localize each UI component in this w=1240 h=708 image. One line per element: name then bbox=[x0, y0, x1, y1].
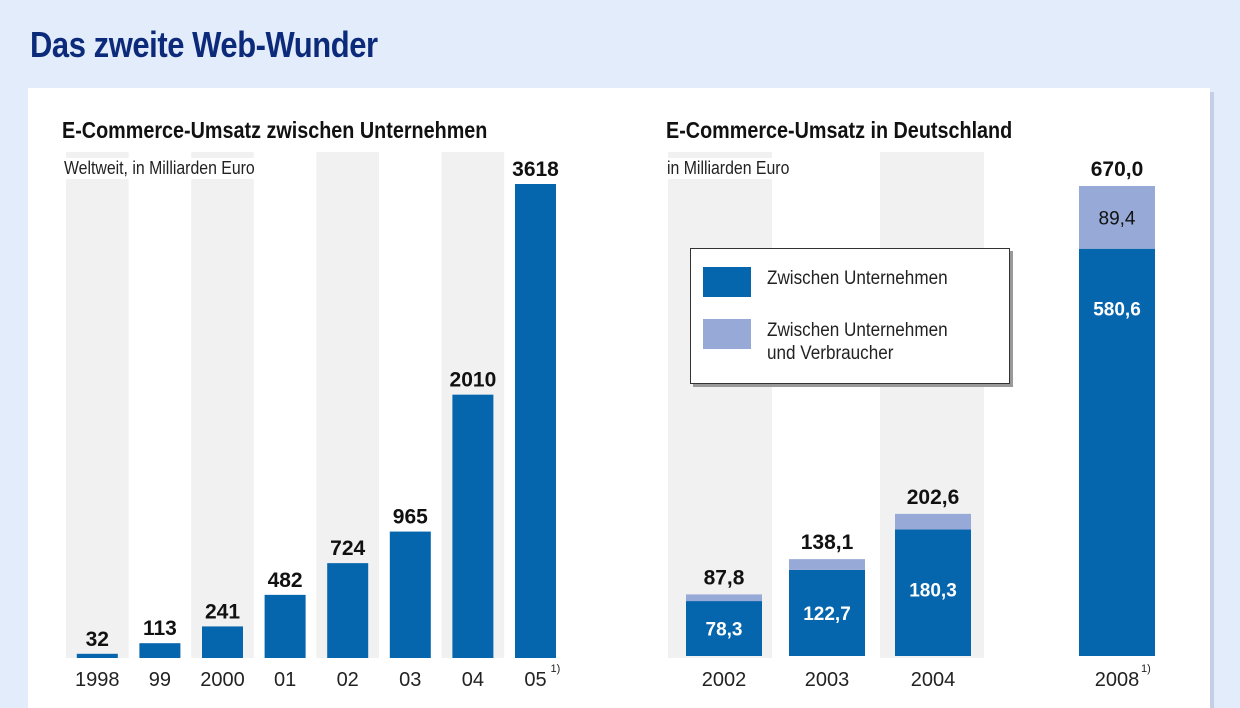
chart1-value-label: 724 bbox=[330, 537, 365, 560]
chart1-x-tick: 01 bbox=[274, 669, 296, 691]
chart2-total-label: 202,6 bbox=[907, 486, 960, 509]
chart2-b2b-value-label: 180,3 bbox=[909, 581, 957, 602]
chart1-bar-04 bbox=[452, 394, 494, 658]
chart2-stripe bbox=[668, 152, 772, 658]
chart1-x-tick: 04 bbox=[462, 669, 484, 691]
chart1-x-tick: 1998 bbox=[75, 669, 120, 691]
chart1-value-label: 2010 bbox=[450, 369, 497, 392]
chart1-bar-02 bbox=[327, 563, 369, 658]
legend-item-b2b: Zwischen Unternehmen bbox=[703, 267, 968, 297]
chart1-x-tick: 02 bbox=[337, 669, 359, 691]
chart1-bar-03 bbox=[389, 531, 431, 658]
chart2-bar-b2b-2008 bbox=[1079, 248, 1155, 656]
chart2-total-label: 87,8 bbox=[704, 566, 745, 589]
legend-swatch-b2c bbox=[703, 319, 751, 349]
chart2-b2b-value-label: 122,7 bbox=[803, 604, 851, 625]
page-title: Das zweite Web-Wunder bbox=[30, 24, 378, 65]
chart1-value-label: 482 bbox=[268, 569, 303, 592]
chart1-bar-1998 bbox=[76, 653, 118, 658]
chart2-total-label: 138,1 bbox=[801, 531, 854, 554]
chart1-bar-2000 bbox=[202, 626, 243, 658]
chart2-bar-b2b-2002 bbox=[686, 601, 762, 656]
chart1-bar-01 bbox=[264, 594, 306, 658]
chart2-b2b-value-label: 580,6 bbox=[1093, 300, 1141, 321]
chart2-legend: Zwischen Unternehmen Zwischen Unternehme… bbox=[690, 248, 1010, 384]
chart2-bar-b2b-2003 bbox=[789, 569, 865, 656]
chart1-bar-99 bbox=[139, 643, 181, 658]
chart1-footnote-mark: 1) bbox=[551, 663, 561, 675]
legend-swatch-b2b bbox=[703, 267, 751, 297]
chart1-value-label: 965 bbox=[393, 506, 428, 529]
chart2-b2c-value-label: 89,4 bbox=[1099, 208, 1136, 229]
chart1-value-label: 113 bbox=[143, 617, 177, 640]
chart1-x-tick: 99 bbox=[149, 669, 171, 691]
chart1-x-tick: 2000 bbox=[200, 669, 245, 691]
chart1-value-label: 32 bbox=[86, 628, 109, 651]
chart2-bar-b2c-2003 bbox=[789, 559, 865, 570]
legend-label-b2c: Zwischen Unternehmen und Verbraucher bbox=[767, 320, 948, 364]
chart2-bar-b2c-2008 bbox=[1079, 186, 1155, 249]
chart1-stripe bbox=[66, 152, 129, 658]
chart1-bar-05 bbox=[515, 184, 556, 658]
chart1-subtitle: Weltweit, in Milliarden Euro bbox=[64, 158, 259, 179]
chart2-b2b-value-label: 78,3 bbox=[706, 620, 743, 641]
chart2-footnote-mark: 1) bbox=[1141, 663, 1151, 675]
chart2-title: E-Commerce-Umsatz in Deutschland bbox=[666, 117, 1013, 143]
chart1-value-label: 241 bbox=[205, 600, 240, 623]
chart2-x-tick: 2008 bbox=[1095, 669, 1140, 691]
legend-item-b2c: Zwischen Unternehmen und Verbraucher bbox=[703, 319, 968, 365]
chart2-subtitle: in Milliarden Euro bbox=[667, 158, 793, 179]
chart2-total-label: 670,0 bbox=[1091, 158, 1144, 181]
chart2-x-tick: 2004 bbox=[911, 669, 956, 691]
chart2-bar-b2c-2004 bbox=[895, 513, 971, 530]
chart1-value-label: 3618 bbox=[512, 158, 559, 181]
chart1-stripe bbox=[191, 152, 254, 658]
chart1-title: E-Commerce-Umsatz zwischen Unternehmen bbox=[62, 117, 488, 143]
chart1-x-tick: 03 bbox=[399, 669, 421, 691]
chart1-x-tick: 05 bbox=[524, 669, 546, 691]
chart2-x-tick: 2002 bbox=[702, 669, 747, 691]
chart2-x-tick: 2003 bbox=[805, 669, 850, 691]
legend-label-b2b: Zwischen Unternehmen bbox=[767, 268, 948, 289]
chart2-bar-b2b-2004 bbox=[895, 529, 971, 656]
chart2-bar-b2c-2002 bbox=[686, 594, 762, 602]
